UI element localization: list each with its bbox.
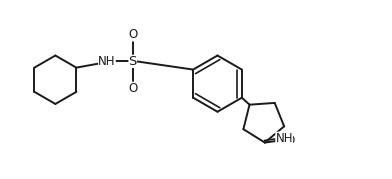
Text: O: O [128,28,137,41]
Text: NH: NH [276,132,293,145]
Text: O: O [285,134,295,147]
Text: NH: NH [98,55,116,68]
Text: S: S [129,55,137,68]
Text: O: O [128,82,137,95]
